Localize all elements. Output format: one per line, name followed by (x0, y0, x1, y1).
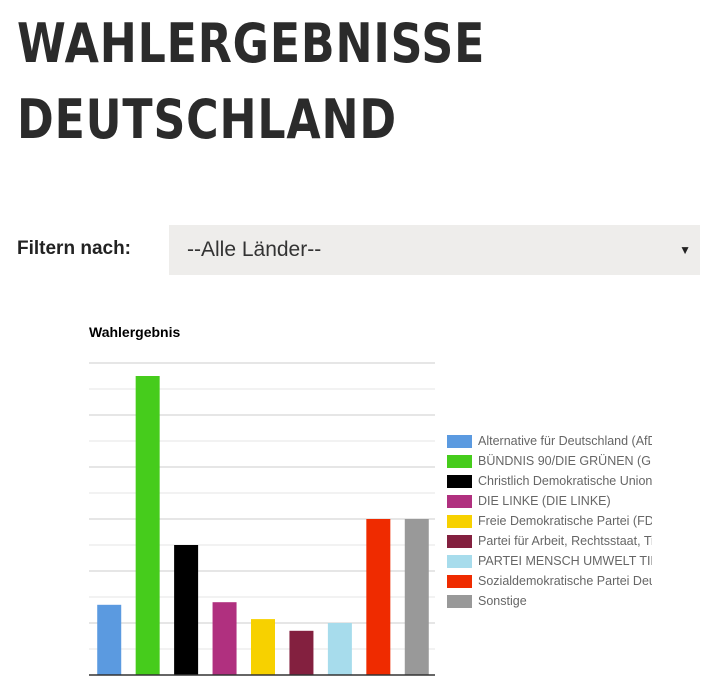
legend-label: Alternative für Deutschland (AfD) (478, 434, 652, 448)
bar-5[interactable] (289, 630, 314, 675)
bar-8[interactable] (404, 519, 429, 675)
legend-item[interactable]: BÜNDNIS 90/DIE GRÜNEN (GRÜNE) (447, 451, 652, 471)
legend-item[interactable]: Freie Demokratische Partei (FDP) (447, 511, 652, 531)
legend-swatch (447, 454, 472, 468)
page-title: WAHLERGEBNISSE DEUTSCHLAND (17, 6, 485, 158)
bar-1[interactable] (135, 376, 160, 675)
legend-label: Sozialdemokratische Partei Deutschlands … (478, 574, 652, 588)
bar-0[interactable] (97, 604, 122, 675)
filter-label: Filtern nach: (17, 238, 132, 259)
state-filter-select[interactable]: --Alle Länder-- ▼ (169, 225, 700, 275)
legend-item[interactable]: DIE LINKE (DIE LINKE) (447, 491, 652, 511)
chart-plot (89, 362, 435, 676)
legend-item[interactable]: Sonstige (447, 591, 652, 611)
legend-label: DIE LINKE (DIE LINKE) (478, 494, 611, 508)
bar-7[interactable] (366, 519, 391, 675)
state-filter-value: --Alle Länder-- (187, 238, 322, 261)
legend-label: Freie Demokratische Partei (FDP) (478, 514, 652, 528)
bar-4[interactable] (251, 619, 275, 675)
legend-swatch (447, 474, 472, 488)
bar-6[interactable] (327, 623, 352, 675)
page-title-line-2: DEUTSCHLAND (17, 88, 397, 151)
legend-item[interactable]: Alternative für Deutschland (AfD) (447, 431, 652, 451)
legend-item[interactable]: Partei für Arbeit, Rechtsstaat, Tierschu… (447, 531, 652, 551)
legend-swatch (447, 494, 472, 508)
legend-swatch (447, 514, 472, 528)
legend-swatch (447, 574, 472, 588)
legend-swatch (447, 534, 472, 548)
bar-2[interactable] (174, 545, 199, 675)
chart-title: Wahlergebnis (89, 324, 181, 340)
legend-label: Sonstige (478, 594, 527, 608)
legend-swatch (447, 434, 472, 448)
bar-3[interactable] (212, 602, 237, 675)
legend-label: PARTEI MENSCH UMWELT TIERSCHUTZ (478, 554, 652, 568)
legend-item[interactable]: Sozialdemokratische Partei Deutschlands … (447, 571, 652, 591)
legend-item[interactable]: Christlich Demokratische Union Deutschla… (447, 471, 652, 491)
legend-label: BÜNDNIS 90/DIE GRÜNEN (GRÜNE) (478, 454, 652, 468)
legend-swatch (447, 554, 472, 568)
legend-label: Christlich Demokratische Union Deutschla… (478, 474, 652, 488)
page-title-line-1: WAHLERGEBNISSE (17, 12, 486, 75)
chart-legend: Alternative für Deutschland (AfD) BÜNDNIS… (447, 431, 652, 611)
legend-label: Partei für Arbeit, Rechtsstaat, Tierschu… (478, 534, 652, 548)
legend-swatch (447, 594, 472, 608)
election-chart: Wahlergebnis Alternative für Deutschland… (0, 300, 710, 689)
dropdown-arrow-icon: ▼ (679, 243, 691, 257)
legend-item[interactable]: PARTEI MENSCH UMWELT TIERSCHUTZ (447, 551, 652, 571)
